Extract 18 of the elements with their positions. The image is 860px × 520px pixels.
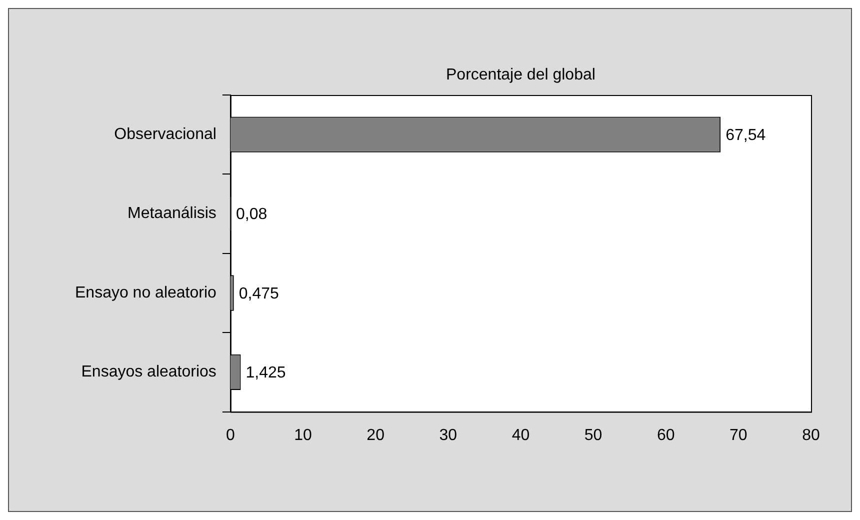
x-tick-label: 80 — [802, 426, 820, 444]
data-label: 0,08 — [236, 206, 268, 224]
y-tick-label: Ensayo no aleatorio — [74, 284, 217, 302]
y-tick-label: Ensayos aleatorios — [81, 364, 216, 381]
x-tick-label: 10 — [294, 426, 312, 444]
x-tick-label: 50 — [584, 426, 602, 444]
x-tick-label: 70 — [730, 426, 748, 444]
chart-title: Porcentaje del global — [446, 66, 596, 84]
data-label: 67,54 — [726, 127, 766, 144]
y-tick-label: Observacional — [114, 126, 216, 144]
x-tick-label: 30 — [439, 426, 458, 444]
x-tick-label: 20 — [366, 426, 385, 444]
x-tick-label: 0 — [226, 426, 235, 444]
data-label: 1,425 — [246, 364, 286, 382]
data-label: 0,475 — [238, 285, 280, 302]
y-tick-label: Metaanálisis — [127, 205, 216, 222]
x-tick-label: 40 — [512, 426, 530, 444]
x-tick-label: 60 — [656, 426, 675, 444]
